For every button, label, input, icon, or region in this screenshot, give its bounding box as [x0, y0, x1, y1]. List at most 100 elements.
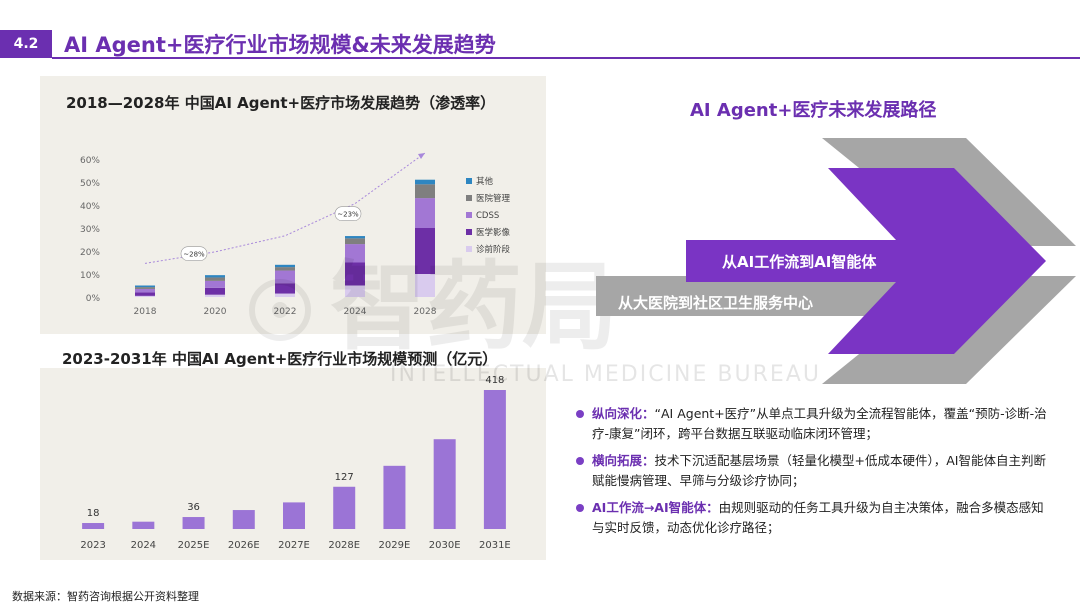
data-source-note: 数据来源：智药咨询根据公开资料整理 [12, 590, 199, 603]
x-tick-label: 2023 [80, 540, 105, 551]
x-tick-label: 2029E [379, 540, 411, 551]
watermark-logo-text: 智药局 [330, 251, 618, 363]
watermark-logo-icon: 智药局 [249, 251, 618, 363]
market-size-chart-title: 2023-2031年 中国AI Agent+医疗行业市场规模预测（亿元） [62, 350, 498, 368]
legend-label: 医院管理 [476, 193, 511, 204]
y-tick-label: 60% [80, 156, 100, 166]
bullet-text: “AI Agent+医疗”从单点工具升级为全流程智能体，覆盖“预防-诊断-治疗-… [592, 406, 1047, 441]
legend-swatch [466, 229, 472, 235]
market-bar [333, 486, 356, 529]
market-bar [82, 523, 105, 529]
market-bar [132, 521, 155, 529]
bar-segment [415, 228, 435, 274]
bar-segment [205, 277, 225, 281]
y-tick-label: 40% [80, 202, 100, 212]
data-label: 18 [87, 508, 100, 519]
market-size-chart-panel: 2023 18 2024 2025E 36 2026E 2027E 2028E 127 2029E… [40, 368, 546, 560]
bar-segment [345, 285, 365, 297]
bullet-text: 由规则驱动的任务工具升级为自主决策体，融合多模态感知与实时反馈，动态优化诊疗路径… [592, 500, 1044, 535]
data-label: 418 [485, 375, 504, 386]
market-bar [283, 502, 305, 529]
data-label: 127 [335, 472, 354, 483]
arrow-label-top: 从基础应用过渡至全流程覆盖 [618, 212, 814, 230]
bullet-lead: 横向拓展： [592, 453, 655, 468]
bar-segment [275, 270, 295, 284]
bullet-dot-icon [576, 504, 584, 512]
penetration-chart-title: 2018—2028年 中国AI Agent+医疗市场发展趋势（渗透率） [66, 94, 496, 112]
page-title: AI Agent+医疗行业市场规模&未来发展趋势 [64, 33, 496, 57]
trend-annotation-pill [180, 246, 208, 261]
y-tick-label: 50% [80, 179, 100, 189]
bullet-dot-icon [576, 457, 584, 465]
watermark-text: INTELLECTUAL MEDICINE BUREAU [390, 362, 821, 387]
bar-segment [135, 295, 155, 297]
x-tick-label: 2030E [429, 540, 461, 551]
bullet-lead: AI工作流→AI智能体： [592, 500, 719, 515]
x-tick-label: 2028 [414, 307, 437, 317]
bar-segment [345, 262, 365, 286]
x-tick-label: 2018 [134, 307, 157, 317]
bullet-item: AI工作流→AI智能体：由规则驱动的任务工具升级为自主决策体，融合多模态感知与实… [576, 498, 1056, 538]
x-tick-label: 2022 [274, 307, 297, 317]
penetration-chart: 0% 10% 20% 30% 40% 50% 60% 2018 2020 2022 2024 2028… [80, 152, 511, 317]
bar-segment [345, 236, 365, 239]
future-path-title: AI Agent+医疗未来发展路径 [690, 100, 937, 121]
bar-segment [135, 292, 155, 296]
section-number-badge: 4.2 [0, 30, 52, 58]
data-label: 36 [187, 502, 200, 513]
x-tick-label: 2024 [131, 540, 156, 551]
x-tick-label: 2024 [344, 307, 367, 317]
x-tick-label: 2031E [479, 540, 511, 551]
market-bar [182, 517, 205, 529]
arrow-middle [686, 168, 1046, 354]
bar-segment [205, 294, 225, 297]
y-tick-label: 20% [80, 248, 100, 258]
trend-annotation-pill [334, 206, 362, 221]
header-divider [52, 57, 1080, 59]
trend-annotation: ~23% [337, 211, 359, 219]
bullet-item: 横向拓展：技术下沉适配基层场景（轻量化模型+低成本硬件），AI智能体自主判断赋能… [576, 451, 1056, 491]
x-tick-label: 2026E [228, 540, 260, 551]
bar-segment [415, 184, 435, 199]
market-bar [232, 510, 255, 529]
bar-segment [205, 280, 225, 288]
bullet-lead: 纵向深化： [592, 406, 655, 421]
market-bar [383, 465, 406, 529]
x-tick-label: 2028E [328, 540, 360, 551]
bar-segment [345, 238, 365, 245]
legend-swatch [466, 178, 472, 184]
market-bar [483, 390, 506, 529]
bar-segment [415, 179, 435, 185]
legend-label: 其他 [476, 176, 494, 187]
market-bar [433, 439, 456, 529]
arrow-label-middle: 从AI工作流到AI智能体 [722, 253, 877, 271]
bar-segment [275, 283, 295, 294]
bar-segment [135, 285, 155, 288]
bullet-list: 纵向深化：“AI Agent+医疗”从单点工具升级为全流程智能体，覆盖“预防-诊… [576, 404, 1056, 545]
bar-segment [345, 244, 365, 263]
bar-segment [415, 198, 435, 228]
future-path-arrows [596, 138, 1076, 384]
legend-label: 医学影像 [476, 227, 511, 238]
market-size-chart: 2023 18 2024 2025E 36 2026E 2027E 2028E 127 2029E… [80, 375, 511, 551]
trend-line [144, 152, 426, 264]
bar-segment [275, 267, 295, 271]
bar-segment [275, 293, 295, 297]
x-tick-label: 2025E [178, 540, 210, 551]
x-tick-label: 2020 [204, 307, 227, 317]
legend-label: 诊前阶段 [476, 244, 511, 255]
bar-segment [415, 274, 435, 297]
bullet-dot-icon [576, 410, 584, 418]
bar-segment [135, 287, 155, 289]
bar-segment [205, 275, 225, 278]
trend-annotation: ~28% [183, 251, 205, 259]
legend-label: CDSS [476, 211, 499, 221]
penetration-chart-panel: 2018—2028年 中国AI Agent+医疗市场发展趋势（渗透率） 0% 10… [40, 76, 546, 334]
y-tick-label: 30% [80, 225, 100, 235]
legend-swatch [466, 212, 472, 218]
x-tick-label: 2027E [278, 540, 310, 551]
legend-swatch [466, 195, 472, 201]
bar-segment [135, 288, 155, 293]
y-tick-label: 10% [80, 271, 100, 281]
